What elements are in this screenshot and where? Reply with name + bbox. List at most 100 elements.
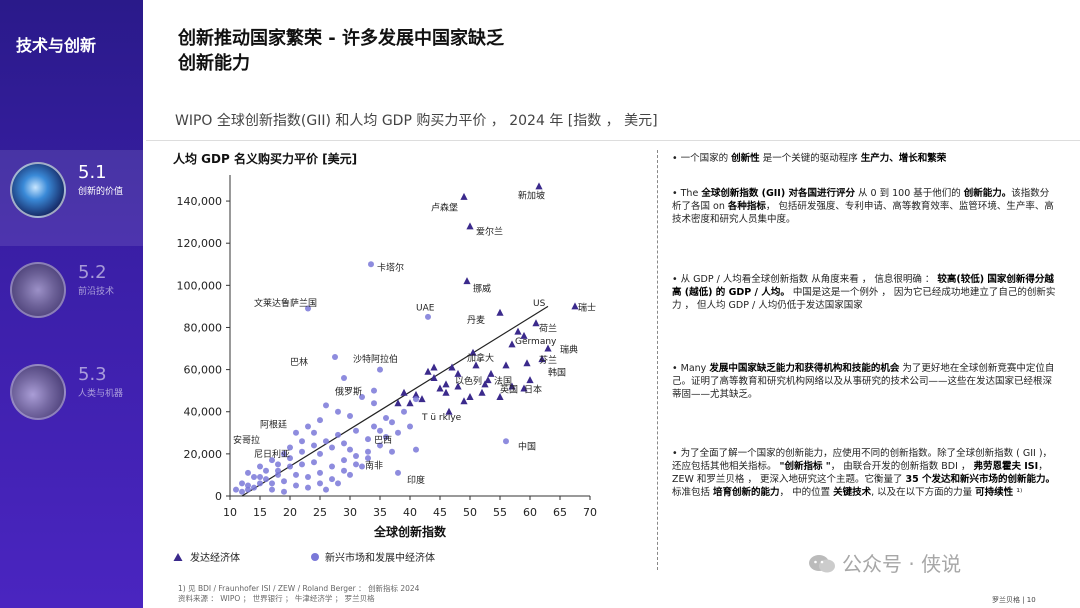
country-label: 俄罗斯 [335,386,362,398]
bold-text: 较高(较低) 国家创新得分越高 (越低) 的 GDP / 人均。 [672,274,1054,298]
emerging-point [365,436,371,443]
nav-number: 5.2 [78,262,107,283]
emerging-point [239,480,245,487]
emerging-point [275,467,281,474]
emerging-point [287,444,293,451]
text-run: ， 由联合开发的创新指数 BDI ， [830,461,974,472]
country-label: 沙特阿拉伯 [353,353,398,365]
emerging-point [359,393,365,400]
text-run: • Many [672,363,710,374]
developed-point [484,376,492,384]
developed-point [508,382,516,390]
emerging-point [305,484,311,491]
nav-number: 5.3 [78,364,107,385]
country-label: 荷兰 [539,322,557,334]
emerging-point [269,480,275,487]
country-label: 中国 [518,440,536,452]
text-run: 是一个关键的驱动程序 [759,153,861,164]
sidebar-item-5-1[interactable]: 5.1 创新的价值 [0,150,143,246]
country-label: 挪威 [473,282,491,294]
developed-point [442,380,450,388]
emerging-point [257,480,263,487]
developed-point [418,395,426,403]
emerging-point [233,486,239,493]
tech-hand-thumbnail [10,162,66,218]
emerging-point [401,408,407,415]
nav-number: 5.1 [78,162,107,183]
bold-text: 全球创新指数 (GII) 对各国进行评分 [701,188,855,199]
emerging-point [335,431,341,438]
emerging-point [407,423,413,430]
emerging-point [299,448,305,455]
emerging-point [425,313,431,320]
emerging-point [269,457,275,464]
y-tick-label: 0 [215,490,222,503]
emerging-point [347,412,353,419]
y-tick-label: 140,000 [177,195,223,208]
emerging-point [365,455,371,462]
emerging-point [251,474,257,481]
bold-text: 35 个发达和新兴市场的创新能力。 [905,474,1056,485]
emerging-point [323,402,329,409]
watermark: 公众号 · 侠说 [808,548,961,577]
country-label: 芬兰 [539,354,557,366]
text-run: ， ZEW 和罗兰贝格 ， 更深入地研究这个主题。它衡量了 [672,461,1048,485]
country-label: 尼日利亚 [254,448,290,460]
emerging-point [245,486,251,493]
country-label: 瑞典 [560,344,578,356]
emerging-point [353,427,359,434]
bold-text: 发展中国家缺乏能力和获得机构和技能的机会 [709,363,900,374]
emerging-point [311,442,317,449]
emerging-point [317,469,323,476]
developed-point [535,182,543,190]
sidebar-item-5-3[interactable]: 5.3 人类与机器 [0,352,143,448]
emerging-point [269,486,275,493]
y-tick-label: 60,000 [184,364,223,377]
emerging-point [317,417,323,424]
text-run: • 一个国家的 [672,153,732,164]
text-run: • 为了全面了解一个国家的创新能力，应使用不同的创新指数。除了全球创新指数 ( … [672,448,1053,472]
developed-point [466,222,474,230]
x-tick-label: 35 [373,506,387,519]
bullet-text: • The 全球创新指数 (GII) 对各国进行评分 从 0 到 100 基于他… [672,187,1057,226]
emerging-point [395,429,401,436]
x-tick-label: 20 [283,506,297,519]
developed-point [472,361,480,369]
developed-point [571,302,579,310]
x-tick-label: 50 [463,506,477,519]
emerging-point [239,488,245,495]
bold-text: 培育创新的能力 [713,487,780,498]
legend-label: 新兴市场和发展中经济体 [325,551,435,564]
emerging-point [263,467,269,474]
country-label: 丹麦 [467,314,485,326]
developed-point [445,407,453,415]
column-divider [657,150,658,570]
y-axis-label: 人均 GDP 名义购买力平价 [美元] [173,151,357,166]
bold-text: 创新能力。 [963,188,1012,199]
nav-label: 创新的价值 [78,187,124,197]
emerging-point [311,429,317,436]
country-label: 瑞士 [578,301,596,313]
y-tick-label: 100,000 [177,279,223,292]
emerging-point [329,444,335,451]
watermark-text: 公众号 · 侠说 [842,552,962,576]
developed-point [544,344,552,352]
x-tick-label: 10 [223,506,237,519]
sidebar-item-5-2[interactable]: 5.2 前沿技术 [0,250,143,346]
emerging-point [377,366,383,373]
developed-point [478,388,486,396]
page-number: 罗兰贝格 | 10 [992,596,1036,604]
nav-label: 人类与机器 [78,389,124,399]
country-label: T ü rkiye [421,413,462,423]
developed-point [463,277,471,285]
developed-point [454,369,462,377]
developed-point [394,399,402,407]
emerging-point [383,415,389,422]
developed-point [496,392,504,400]
bullet-text: • 从 GDP / 人均看全球创新指数 从角度来看 ， 信息很明确 ： 较高(较… [672,273,1057,312]
emerging-point [257,463,263,470]
emerging-point [329,476,335,483]
legend-label: 发达经济体 [190,551,240,564]
country-label: 加拿大 [467,352,494,364]
